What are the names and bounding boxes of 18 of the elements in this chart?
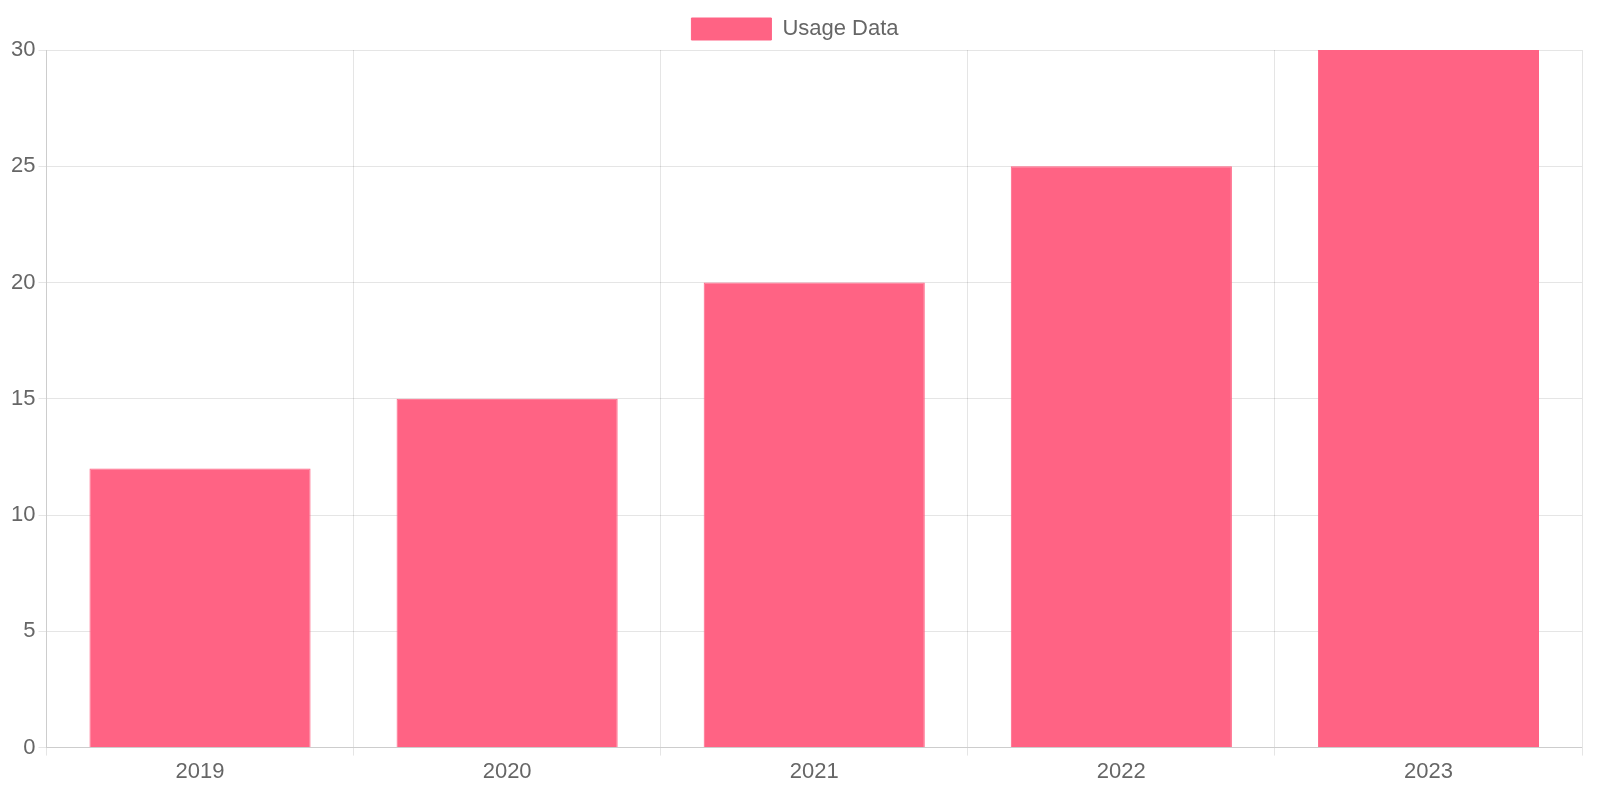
bar [703, 282, 925, 748]
y-tick-label: 30 [10, 36, 36, 62]
y-tick-label: 20 [10, 268, 36, 294]
y-tick-label: 10 [10, 501, 36, 527]
y-tick-label: 15 [10, 384, 36, 410]
bar [89, 468, 311, 748]
legend-label: Usage Data [782, 15, 900, 41]
x-tick-label: 2019 [175, 757, 225, 783]
x-tick-label: 2022 [1096, 757, 1146, 783]
x-tick-label: 2023 [1403, 757, 1453, 783]
x-tick-label: 2020 [482, 757, 532, 783]
x-tick-label: 2021 [789, 757, 839, 783]
y-tick-label: 0 [23, 733, 36, 759]
y-tick-label: 25 [10, 152, 36, 178]
bar [1010, 166, 1232, 748]
bar [396, 398, 618, 748]
bar [1317, 50, 1540, 748]
y-tick-label: 5 [23, 617, 36, 643]
